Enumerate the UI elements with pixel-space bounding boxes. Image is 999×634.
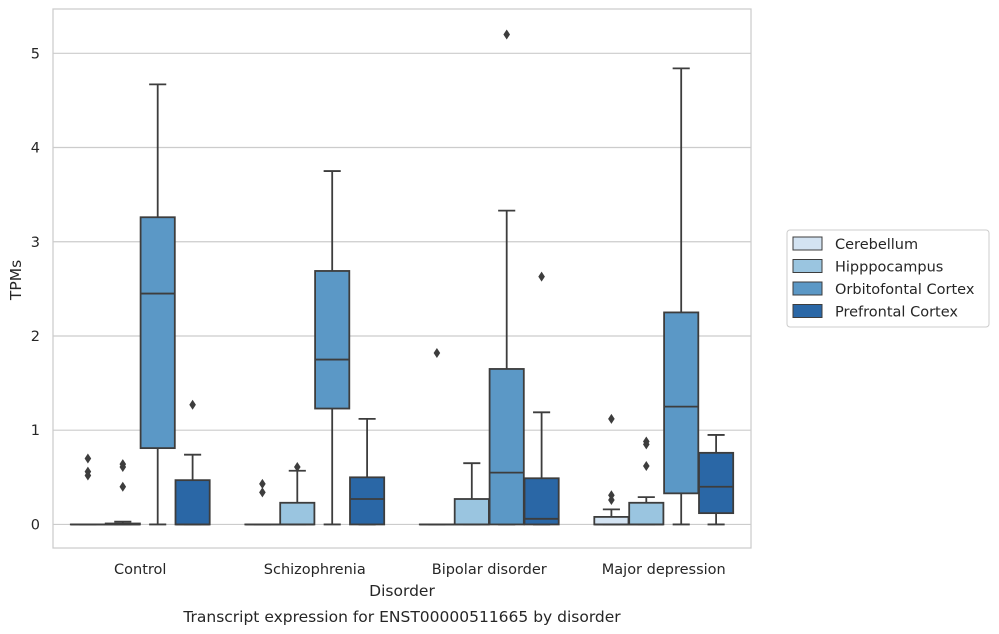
box-hipppocampus [279,461,316,526]
box-orbitofontal-cortex [314,170,351,526]
box-cerebellum [69,453,106,526]
y-tick-label: 2 [31,329,40,345]
outlier-point [608,413,615,424]
outlier-point [538,271,545,282]
x-tick-label: Schizophrenia [264,562,366,578]
outlier-point [503,29,510,40]
box-prefrontal-cortex [523,271,560,526]
outlier-point [608,494,615,505]
legend-swatch [792,259,823,273]
box-hipppocampus [628,436,665,526]
y-tick-label: 0 [31,517,40,533]
y-tick-label: 5 [31,46,40,62]
box-orbitofontal-cortex [139,83,176,526]
box-orbitofontal-cortex [663,67,700,526]
box-cerebellum [593,413,630,526]
box-hipppocampus [104,459,141,526]
box-iqr [349,476,386,526]
box-iqr [488,368,525,526]
box-plot-marks [69,29,735,526]
x-tick-label: Bipolar disorder [432,562,547,578]
x-tick-label: Major depression [602,562,726,578]
box-iqr [314,270,351,410]
box-iqr [279,501,316,526]
box-iqr [174,479,211,526]
box-orbitofontal-cortex [488,29,525,526]
outlier-point [433,347,441,358]
legend-frame [786,229,990,328]
outlier-point [189,399,196,410]
outlier-point [259,478,266,489]
legend-swatch [792,236,823,251]
plot-frame [52,8,752,549]
legend-swatch [792,281,823,296]
box-iqr [593,516,630,526]
box-prefrontal-cortex [349,418,386,526]
outlier-point [84,453,92,464]
outlier-point [84,470,92,481]
y-tick-labels: 0 1 2 3 4 5 [31,46,40,533]
box-iqr [523,477,560,526]
box-cerebellum [244,478,281,526]
outlier-point [119,461,127,472]
box-iqr [628,501,665,526]
legend-swatch [792,304,823,318]
x-tick-labels: Control Schizophrenia Bipolar disorder Majo… [114,562,726,578]
y-tick-label: 4 [31,141,40,157]
box-cerebellum [418,347,455,526]
box-prefrontal-cortex [174,399,211,526]
y-tick-label: 3 [31,235,40,251]
y-tick-label: 1 [31,423,40,439]
x-axis-label: Disorder [369,582,435,600]
legend-label: Hipppocampus [835,260,943,276]
legend: Cerebellum Hipppocampus Orbitofontal Corte… [786,229,990,328]
box-iqr [139,216,176,450]
outlier-point [643,439,650,450]
chart-title: Transcript expression for ENST0000051166… [182,608,621,626]
box-iqr [698,451,735,515]
box-hipppocampus [453,462,490,526]
legend-label: Orbitofontal Cortex [835,282,975,298]
x-tick-label: Control [114,562,166,578]
y-axis-label: TPMs [7,260,25,301]
legend-label: Prefrontal Cortex [835,305,958,321]
box-iqr [453,498,490,526]
outlier-point [259,487,266,498]
outlier-point [119,481,127,492]
outlier-point [643,461,650,472]
box-iqr [663,311,700,495]
legend-label: Cerebellum [835,237,918,253]
box-prefrontal-cortex [698,434,735,526]
outlier-point [294,461,301,472]
